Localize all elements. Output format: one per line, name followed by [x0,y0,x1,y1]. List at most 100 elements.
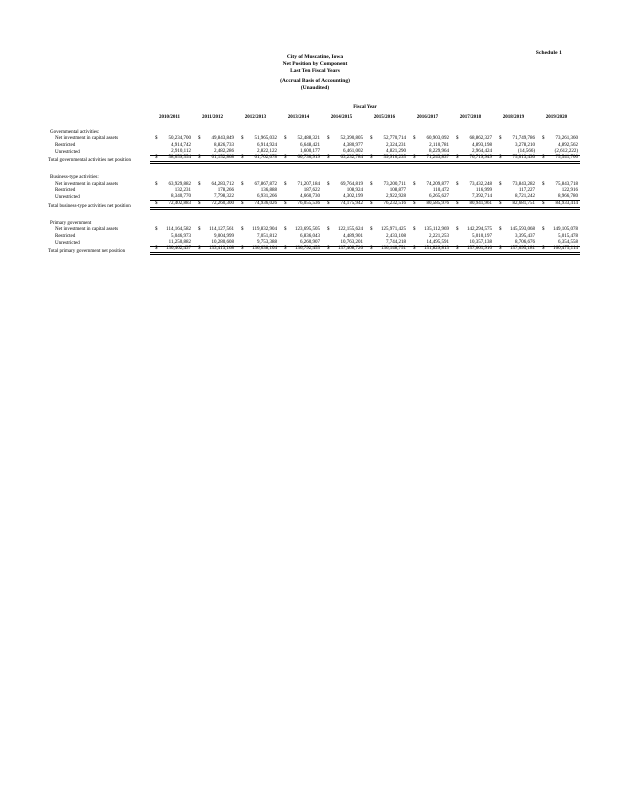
dollar-sign: $ [370,227,373,232]
total-row-label: Total business-type activities net posit… [48,203,131,209]
year-header: 2016/2017 [416,115,439,120]
amount-value: 110,472 [432,188,449,193]
amount-cell: 6,648,421 [279,143,322,149]
amount-value: 63,232,784 [340,155,364,160]
amount-value: 6,461,002 [343,148,363,154]
page-subtitle: Net Position by Component [282,61,348,67]
year-header: 2019/2020 [545,115,568,120]
amount-cell: 3,395,437 [494,234,537,240]
dollar-sign: $ [284,246,287,251]
amount-value: 52,488,321 [297,136,321,141]
dollar-sign: $ [456,155,459,160]
amount-cell: 6,461,002 [322,149,365,156]
amount-cell: 108,924 [322,188,365,194]
table-row: Unrestricted 11,250,882 10,280,608 9,753,38… [48,240,582,247]
amount-value: 60,736,919 [297,155,321,160]
amount-value: 73,261,360 [555,136,579,141]
amount-value: 61,702,078 [254,155,278,160]
amount-cell: $50,234,700 [150,136,193,142]
dollar-sign: $ [241,227,244,232]
amount-value: 114,127,561 [209,227,234,232]
amount-cell: $151,829,813 [408,246,451,255]
amount-cell: 6,265,627 [408,194,451,201]
amount-value: 75,541,700 [555,155,579,160]
amount-value: 4,892,562 [558,142,578,148]
year-header: 2018/2019 [502,115,525,120]
basis-caption: (Accrual Basis of Accounting) [280,78,350,84]
amount-cell: $52,770,714 [365,136,408,142]
amount-cell: $136,148,751 [365,246,408,255]
amount-value: 130,462,437 [166,246,191,251]
amount-cell: 108,877 [365,188,408,194]
dollar-sign: $ [327,227,330,232]
amount-value: 4,821,290 [386,148,406,154]
amount-value: 2,433,108 [386,233,406,239]
total-row: Total primary government net position $13… [48,246,582,255]
amount-value: 2,110,781 [429,142,449,148]
amount-cell: $160,475,114 [537,246,580,255]
amount-value: 6,931,266 [257,194,277,199]
dollar-sign: $ [413,227,416,232]
amount-cell: 178,266 [193,188,236,194]
table-row: Restricted 5,046,973 9,004,999 7,051,812 6,8… [48,233,582,240]
amount-value: 73,843,282 [512,181,536,187]
amount-value: 149,105,078 [553,227,578,232]
amount-cell: 14,495,591 [408,240,451,247]
amount-cell: $73,200,711 [365,182,408,188]
amount-value: 74,936,026 [254,200,278,206]
row-label: Restricted [55,233,76,239]
amount-cell: 3,278,210 [494,143,537,149]
amount-cell: 5,046,973 [150,234,193,240]
unaudited-caption: (Unaudited) [300,85,330,91]
amount-cell: $52,390,805 [322,136,365,142]
dollar-sign: $ [456,246,459,251]
total-row-label: Total primary government net position [48,249,126,254]
year-header: 2017/2018 [459,115,482,120]
amount-cell: $130,462,437 [150,246,193,255]
table-row: Net investment in capital assets $63,929,… [48,181,582,188]
amount-cell: 10,763,201 [322,240,365,247]
amount-cell: $71,243,837 [408,155,451,164]
dollar-sign: $ [327,200,330,206]
amount-cell: $58,059,554 [150,155,193,164]
dollar-sign: $ [241,155,244,160]
amount-value: 108,877 [389,188,406,193]
year-header: 2012/2013 [244,115,267,120]
amount-cell: 10,280,608 [193,240,236,247]
total-row: Total governmental activities net positi… [48,155,582,164]
dollar-sign: $ [198,200,201,206]
amount-cell: $73,261,360 [537,136,580,142]
dollar-sign: $ [456,227,459,232]
amount-value: 114,164,582 [166,227,191,232]
amount-cell: 4,914,742 [150,143,193,149]
amount-cell: $68,862,327 [451,136,494,142]
amount-cell: 6,914,924 [236,143,279,149]
amount-value: 8,826,733 [214,142,234,148]
row-label: Unrestricted [55,149,80,155]
dollar-sign: $ [413,181,416,187]
amount-value: 50,234,700 [168,136,192,141]
amount-value: 4,893,198 [472,142,492,148]
amount-cell: 136,888 [236,188,279,194]
amount-value: 157,695,181 [510,246,535,251]
dollar-sign: $ [284,227,287,232]
section-header-row: Primary government [48,220,582,227]
amount-cell: 116,999 [451,188,494,194]
amount-value: 6,836,043 [300,233,320,239]
amount-cell: 7,798,322 [193,194,236,201]
amount-value: 82,681,751 [512,200,536,206]
amount-cell: 2,324,231 [365,143,408,149]
amount-value: 7,744,218 [386,239,406,245]
amount-cell: $71,749,786 [494,136,537,142]
amount-cell: 2,221,253 [408,234,451,240]
amount-cell: 10,357,138 [451,240,494,247]
schedule-label: Schedule 1 [535,50,562,56]
amount-value: 80,941,961 [469,200,493,206]
year-header: 2011/2012 [201,115,224,120]
amount-value: 160,475,114 [553,246,578,251]
amount-value: 145,593,068 [510,227,535,232]
dollar-sign: $ [413,200,416,206]
amount-value: 6,260,907 [300,239,320,245]
amount-value: 71,207,184 [297,181,321,187]
